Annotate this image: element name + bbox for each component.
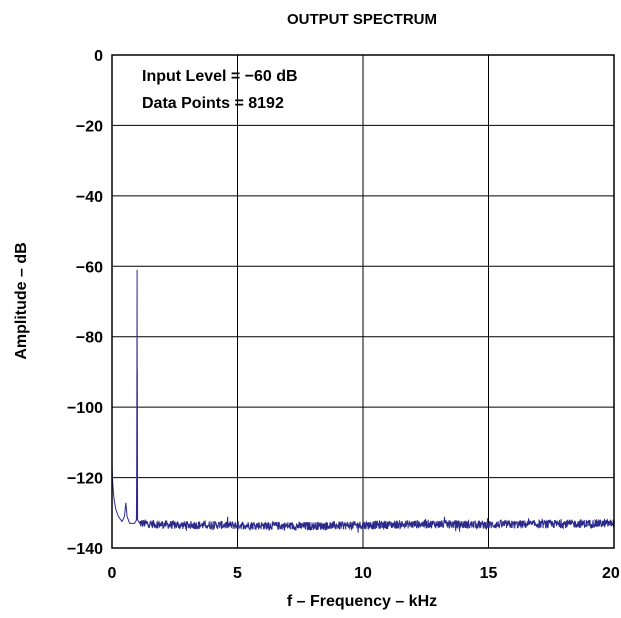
spectrum-series-line xyxy=(112,269,614,533)
x-tick-label: 20 xyxy=(602,565,620,582)
plot-frame xyxy=(111,54,615,549)
chart-title: OUTPUT SPECTRUM xyxy=(287,11,437,28)
y-tick-label: −40 xyxy=(76,189,103,206)
y-tick-labels: 0 −20 −40 −60 −80 −100 −120 −140 xyxy=(67,48,103,558)
annotation-input-level: Input Level = −60 dB xyxy=(142,68,298,85)
y-tick-label: −100 xyxy=(67,400,103,417)
y-axis-label: Amplitude – dB xyxy=(13,242,30,359)
y-tick-label: −120 xyxy=(67,471,103,488)
y-tick-label: −20 xyxy=(76,118,103,135)
plot-clip-area xyxy=(112,269,614,533)
x-tick-label: 15 xyxy=(480,565,498,582)
x-tick-label: 5 xyxy=(233,565,242,582)
x-axis-label: f – Frequency – kHz xyxy=(287,593,437,610)
annotation-box: Input Level = −60 dB Data Points = 8192 xyxy=(142,68,298,112)
annotation-data-points: Data Points = 8192 xyxy=(142,95,284,112)
y-tick-label: −140 xyxy=(67,541,103,558)
y-tick-label: −80 xyxy=(76,330,103,347)
y-tick-label: −60 xyxy=(76,259,103,276)
x-tick-label: 0 xyxy=(108,565,117,582)
x-tick-label: 10 xyxy=(354,565,372,582)
x-tick-labels: 0 5 10 15 20 xyxy=(108,565,620,582)
grid xyxy=(112,55,614,548)
y-tick-label: 0 xyxy=(94,48,103,65)
